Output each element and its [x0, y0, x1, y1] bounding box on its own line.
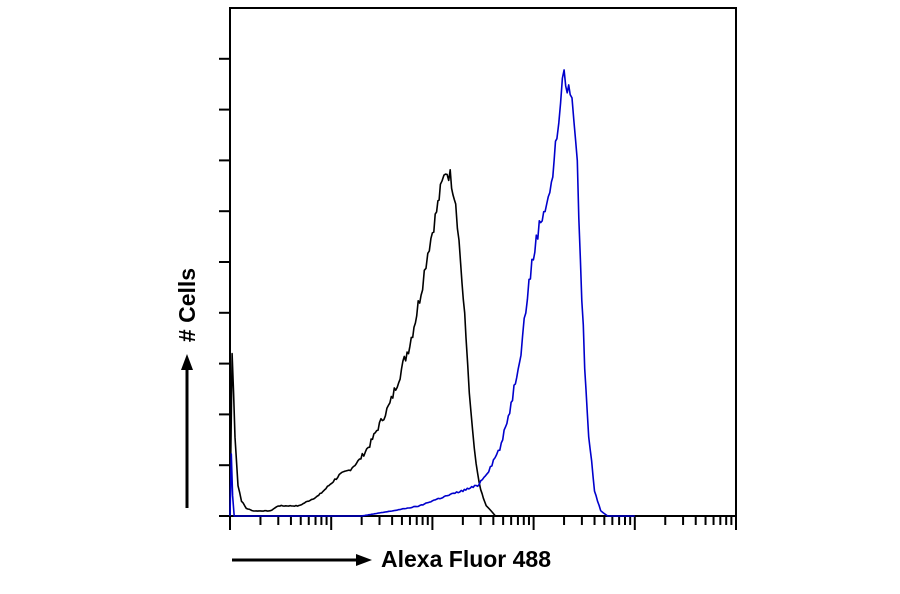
x-axis-label: Alexa Fluor 488 [381, 546, 551, 572]
series-line-2 [229, 69, 635, 517]
y-axis-arrow-head [181, 354, 193, 370]
y-axis-label: # Cells [174, 268, 200, 342]
x-axis-ticks [229, 516, 737, 530]
y-axis-ticks [219, 57, 230, 517]
x-axis-arrow-head [356, 554, 372, 566]
series-line-1 [229, 169, 497, 517]
series-group [229, 69, 635, 517]
plot-frame [229, 7, 737, 517]
